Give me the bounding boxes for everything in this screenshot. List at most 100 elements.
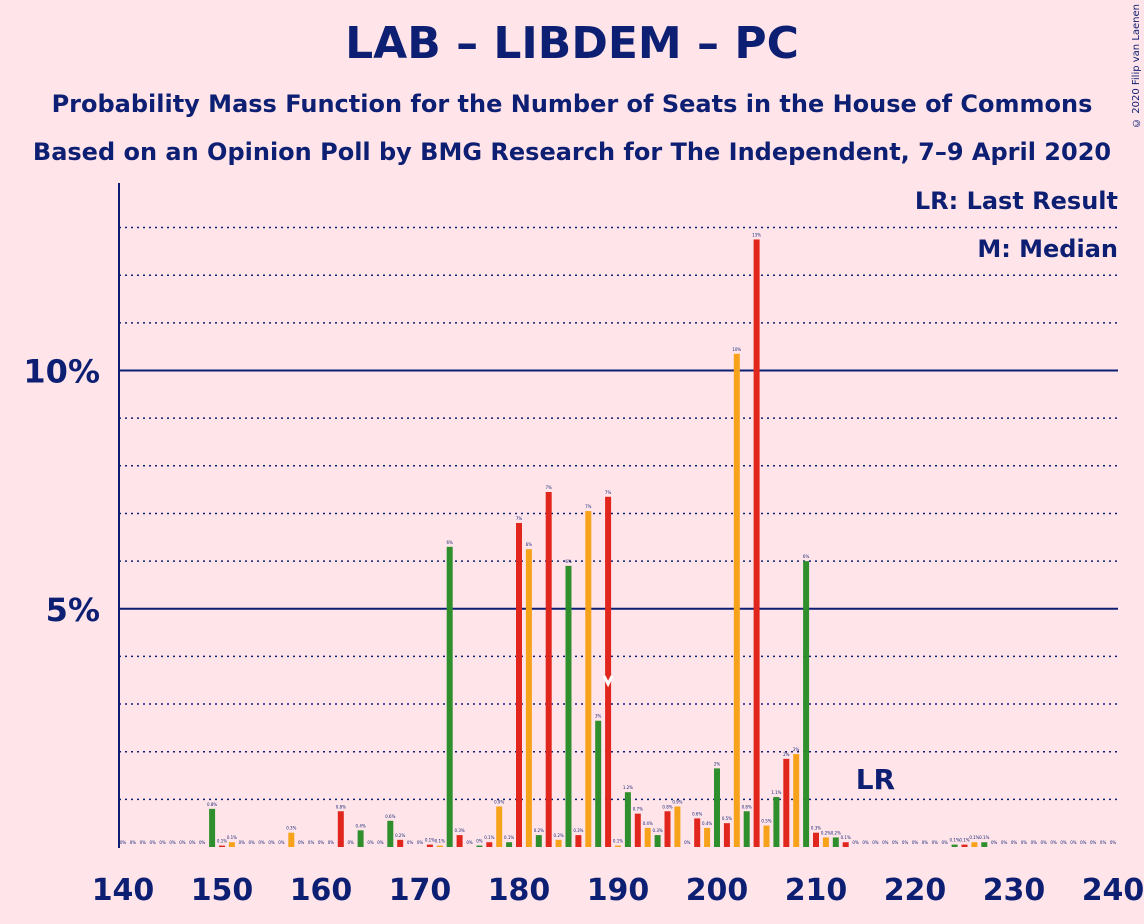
y-tick-labels: 5% 10% [23, 353, 100, 629]
bar-value-label: 0.3% [653, 828, 663, 833]
bar-value-label: 0% [258, 840, 265, 845]
bar [476, 845, 483, 847]
bar-value-label: 0.6% [385, 814, 395, 819]
bar [644, 827, 651, 847]
bar-value-label: 0% [417, 840, 424, 845]
bar [595, 720, 602, 847]
bar-value-label: 0% [466, 840, 473, 845]
bar-value-label: 0% [308, 840, 315, 845]
bar-value-label: 7% [585, 504, 592, 509]
bar [634, 813, 641, 847]
bar-value-label: 0% [1110, 840, 1117, 845]
bar-value-label: 0% [1090, 840, 1097, 845]
bar-value-label: 0% [1011, 840, 1018, 845]
bar-value-label: 0.1% [484, 835, 494, 840]
bar-value-label: 0.1% [979, 835, 989, 840]
bar-value-label: 7% [546, 485, 553, 490]
last-result-marker: LR [856, 763, 895, 796]
chart-subtitle-1: Probability Mass Function for the Number… [51, 90, 1093, 118]
bar-value-label: 0.6% [692, 811, 702, 816]
bar-value-label: 0.8% [662, 804, 672, 809]
bar-value-label: 0% [862, 840, 869, 845]
bar-value-label: 0% [872, 840, 879, 845]
bar-value-label: 0.3% [573, 828, 583, 833]
bar-value-label: 0% [912, 840, 919, 845]
chart-subtitle-2: Based on an Opinion Poll by BMG Research… [32, 138, 1112, 166]
bar-value-label: 0.8% [742, 804, 752, 809]
bar [426, 844, 433, 847]
bar-value-label: 0.1% [613, 839, 623, 844]
bar-value-label: 0% [892, 840, 899, 845]
bar-value-label: 0% [852, 840, 859, 845]
bar-value-label: 0.1% [425, 838, 435, 843]
bar [971, 842, 978, 847]
bar-value-label: 1.2% [623, 785, 633, 790]
bar [704, 827, 711, 847]
bar-value-label: 0% [159, 840, 166, 845]
bar [525, 549, 532, 847]
bar [832, 837, 839, 847]
bar-value-label: 0% [199, 840, 206, 845]
bar-value-label: 0% [932, 840, 939, 845]
bar-value-label: 0% [1070, 840, 1077, 845]
bar-value-label: 0.2% [831, 830, 841, 835]
bar-value-label: 0% [169, 840, 176, 845]
x-tick-label: 190 [587, 873, 650, 908]
bar [951, 844, 958, 847]
bar-value-label: 7% [516, 516, 523, 521]
bar-value-label: 7% [605, 490, 612, 495]
bar-value-label: 0% [328, 840, 335, 845]
bar [981, 842, 988, 847]
bar-value-label: 0.1% [504, 835, 514, 840]
bar-value-label: 0.3% [455, 828, 465, 833]
bar [615, 845, 621, 847]
bar [783, 758, 790, 847]
bar-value-label: 0.2% [395, 833, 405, 838]
bar-value-label: 0% [130, 840, 137, 845]
bar [674, 806, 681, 847]
x-tick-label: 200 [686, 873, 749, 908]
bar [733, 353, 740, 847]
legend-last-result: LR: Last Result [915, 187, 1118, 215]
bar-value-label: 0.3% [286, 826, 296, 831]
bar [723, 823, 730, 847]
bar-value-label: 0% [902, 840, 909, 845]
bar [575, 835, 582, 847]
bar-value-label: 0% [882, 840, 889, 845]
x-tick-label: 140 [92, 873, 155, 908]
bar-value-label: 10% [732, 347, 741, 352]
bar-value-label: 6% [803, 554, 810, 559]
y-tick-label: 5% [46, 591, 100, 629]
bar-value-label: 0% [991, 840, 998, 845]
bar [506, 842, 513, 847]
bar-value-label: 0% [1001, 840, 1008, 845]
bar-value-label: 0.5% [761, 819, 771, 824]
bar [664, 811, 671, 847]
bar-value-label: 0.4% [643, 821, 653, 826]
bar [585, 511, 592, 847]
bar [654, 835, 661, 847]
x-tick-label: 180 [488, 873, 551, 908]
bar-value-label: 2% [793, 747, 800, 752]
bar-value-label: 0.4% [702, 821, 712, 826]
bar [209, 808, 216, 847]
x-tick-labels: 140 150 160 170 180 190 200 210 220 230 240 [92, 873, 1144, 908]
chart-title: LAB – LIBDEM – PC [345, 18, 799, 69]
bar-value-label: 0.9% [672, 799, 682, 804]
x-tick-label: 220 [884, 873, 947, 908]
bar [456, 835, 463, 847]
bar [822, 837, 829, 847]
x-tick-label: 170 [389, 873, 452, 908]
bar-value-label: 6% [447, 540, 454, 545]
bar [605, 496, 612, 847]
bar-value-label: 0.2% [534, 828, 544, 833]
bar [694, 818, 701, 847]
bar [813, 832, 819, 847]
bar-value-label: 0% [942, 840, 949, 845]
x-tick-label: 150 [191, 873, 254, 908]
bar-value-label: 0.1% [950, 838, 960, 843]
bar-value-label: 6% [526, 542, 533, 547]
bar-value-label: 0% [407, 840, 414, 845]
bar-value-label: 1.1% [771, 790, 781, 795]
bar [773, 796, 780, 847]
